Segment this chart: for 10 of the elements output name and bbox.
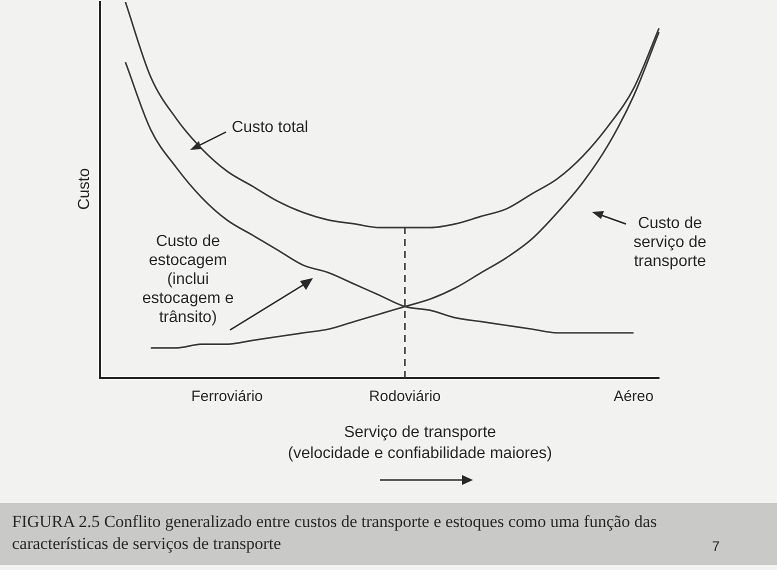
- x-tick-label: Aéreo: [614, 388, 654, 406]
- legend-label: Custo de serviço de transporte: [632, 214, 708, 271]
- text: 7: [712, 538, 720, 554]
- x-tick-label: Rodoviário: [369, 388, 441, 406]
- series-label: Custo de estocagem (inclui estocagem e trânsito): [141, 232, 235, 327]
- text: FIGURA 2.5 Conflito generalizado entre custos de transporte e estoques como uma função das características de serviços de transporte: [12, 512, 657, 553]
- series-label: Custo total: [230, 118, 310, 137]
- y-axis-title: Custo: [76, 168, 94, 210]
- x-axis-title: Serviço de transporte (velocidade e confiabilidade maiores): [286, 423, 554, 464]
- x-tick-label: Ferroviário: [191, 388, 263, 406]
